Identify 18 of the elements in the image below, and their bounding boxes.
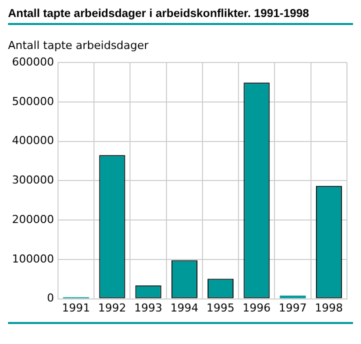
y-tick-label: 500000 — [12, 94, 54, 108]
x-tick-label: 1995 — [206, 301, 235, 314]
x-tick-label: 1993 — [134, 301, 162, 314]
y-tick-label: 600000 — [12, 55, 54, 68]
bar — [280, 296, 306, 298]
x-tick-label: 1998 — [314, 301, 343, 314]
x-tick-label: 1996 — [242, 301, 271, 314]
y-tick-label: 100000 — [12, 252, 54, 266]
x-tick-label: 1992 — [98, 301, 126, 314]
x-tick-label: 1991 — [62, 301, 90, 314]
x-tick-label: 1997 — [278, 301, 307, 314]
y-tick-label: 300000 — [12, 174, 54, 187]
x-tick-label: 1994 — [170, 301, 198, 314]
y-tick-label: 400000 — [12, 134, 54, 148]
y-tick-label: 200000 — [12, 212, 54, 226]
chart-title: Antall tapte arbeidsdager i arbeidskonflikter. 1991-1998 — [8, 8, 353, 25]
y-tick-label: 0 — [46, 292, 54, 305]
y-axis-title: Antall tapte arbeidsdager — [8, 39, 150, 52]
